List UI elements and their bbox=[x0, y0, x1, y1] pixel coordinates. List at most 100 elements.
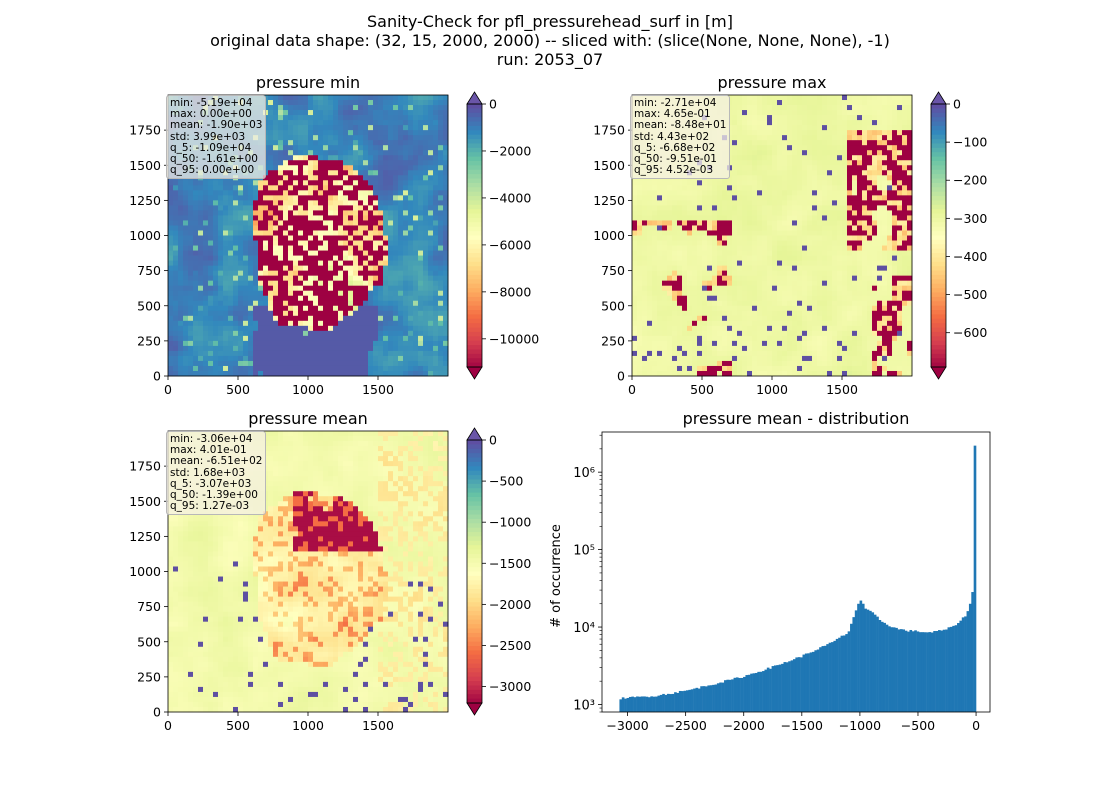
heat-cell bbox=[438, 365, 444, 372]
heat-cell bbox=[637, 215, 643, 221]
heat-cell bbox=[328, 295, 334, 302]
heat-cell bbox=[283, 285, 289, 292]
heat-cell bbox=[228, 225, 234, 231]
heat-cell bbox=[767, 340, 773, 347]
heat-cell bbox=[752, 170, 758, 176]
heat-cell bbox=[647, 195, 653, 201]
heat-cell bbox=[383, 145, 389, 151]
heat-cell bbox=[757, 130, 763, 136]
colorbar-segment bbox=[467, 121, 482, 127]
heat-cell bbox=[428, 320, 434, 327]
heat-cell bbox=[368, 340, 374, 347]
heat-cell bbox=[747, 280, 753, 287]
heat-cell bbox=[697, 210, 703, 216]
heat-cell bbox=[328, 110, 334, 116]
heat-cell bbox=[672, 330, 678, 337]
heat-cell bbox=[737, 115, 743, 121]
heat-cell bbox=[413, 215, 419, 221]
heat-cell bbox=[737, 135, 743, 141]
heat-cell bbox=[278, 310, 284, 317]
heat-cell bbox=[682, 320, 688, 327]
heat-cell bbox=[283, 340, 289, 347]
heat-cell bbox=[253, 180, 259, 186]
heat-cell bbox=[438, 235, 444, 241]
heat-cell bbox=[188, 290, 194, 297]
heat-cell bbox=[652, 270, 658, 277]
heat-cell bbox=[662, 270, 668, 277]
heat-cell bbox=[273, 340, 279, 347]
heat-cell bbox=[677, 250, 683, 256]
heat-cell bbox=[702, 320, 708, 327]
heat-cell bbox=[757, 275, 763, 282]
heat-cell bbox=[333, 170, 339, 176]
heat-cell bbox=[692, 235, 698, 241]
heat-cell bbox=[383, 290, 389, 297]
heat-cell bbox=[742, 240, 748, 246]
heat-cell bbox=[198, 215, 204, 221]
heat-cell bbox=[687, 330, 693, 337]
heat-cell bbox=[717, 350, 723, 357]
heat-cell bbox=[338, 330, 344, 337]
heat-cell bbox=[293, 255, 299, 261]
heat-cell bbox=[358, 145, 364, 151]
heat-cell bbox=[717, 270, 723, 277]
heat-cell bbox=[717, 360, 723, 367]
heat-cell bbox=[188, 305, 194, 312]
heat-cell bbox=[403, 290, 409, 297]
heat-cell bbox=[368, 200, 374, 206]
heat-cell bbox=[193, 350, 199, 357]
heat-cell bbox=[373, 105, 379, 111]
heat-cell bbox=[428, 270, 434, 277]
heat-cell bbox=[672, 300, 678, 307]
heat-cell bbox=[183, 210, 189, 216]
heat-cell bbox=[203, 200, 209, 206]
heat-cell bbox=[702, 370, 708, 377]
heat-cell bbox=[353, 155, 359, 161]
heat-cell bbox=[667, 205, 673, 211]
heat-cell bbox=[433, 350, 439, 357]
heat-cell bbox=[757, 265, 763, 272]
heat-cell bbox=[378, 160, 384, 166]
heat-cell bbox=[388, 310, 394, 317]
heat-cell bbox=[218, 305, 224, 312]
heat-cell bbox=[438, 295, 444, 302]
heat-cell bbox=[173, 315, 179, 322]
heat-cell bbox=[173, 330, 179, 337]
heat-cell bbox=[233, 345, 239, 352]
heat-cell bbox=[403, 115, 409, 121]
heat-cell bbox=[393, 325, 399, 332]
heat-cell bbox=[782, 170, 788, 176]
heat-cell bbox=[273, 270, 279, 277]
heat-cell bbox=[253, 270, 259, 277]
heat-cell bbox=[383, 205, 389, 211]
heat-cell bbox=[772, 175, 778, 181]
heat-cell bbox=[308, 330, 314, 337]
heat-cell bbox=[183, 350, 189, 357]
heat-cell bbox=[403, 350, 409, 357]
heat-cell bbox=[343, 290, 349, 297]
heat-cell bbox=[223, 185, 229, 191]
heat-cell bbox=[223, 370, 229, 377]
heat-cell bbox=[188, 295, 194, 302]
heat-cell bbox=[737, 225, 743, 231]
heat-cell bbox=[742, 315, 748, 322]
heat-cell bbox=[303, 255, 309, 261]
heat-cell bbox=[772, 95, 778, 101]
heat-cell bbox=[652, 275, 658, 282]
heat-cell bbox=[408, 225, 414, 231]
heat-cell bbox=[248, 275, 254, 282]
heat-cell bbox=[717, 300, 723, 307]
heat-cell bbox=[303, 320, 309, 327]
heat-cell bbox=[353, 100, 359, 106]
heat-cell bbox=[373, 150, 379, 156]
heat-cell bbox=[403, 245, 409, 251]
heat-cell bbox=[258, 335, 264, 342]
heat-cell bbox=[263, 225, 269, 231]
heat-cell bbox=[398, 170, 404, 176]
heat-cell bbox=[428, 205, 434, 211]
heat-cell bbox=[228, 310, 234, 317]
heat-cell bbox=[368, 205, 374, 211]
heat-cell bbox=[313, 210, 319, 216]
heat-cell bbox=[348, 180, 354, 186]
heat-cell bbox=[273, 335, 279, 342]
